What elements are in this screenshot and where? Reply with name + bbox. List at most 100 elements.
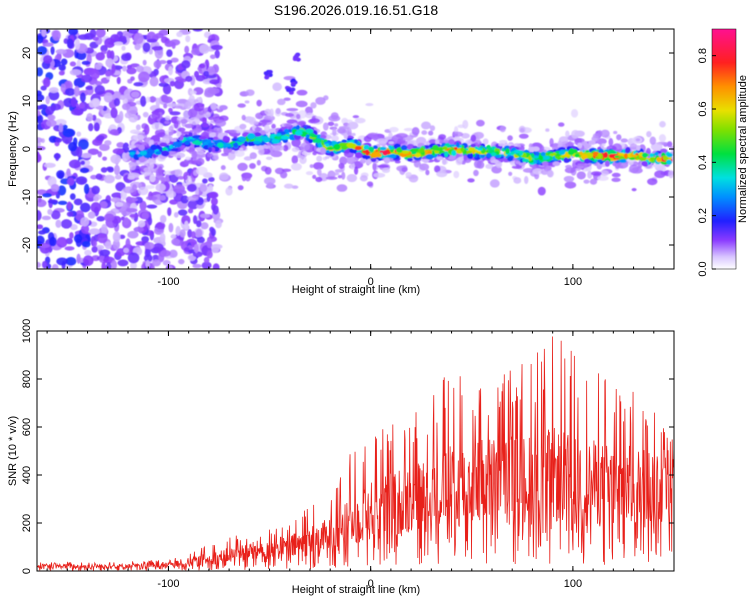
- spectrogram-ridge-blob: [468, 152, 474, 160]
- spectrogram-ridge-blob: [401, 150, 410, 154]
- spectrogram-halo-blob: [359, 175, 368, 182]
- spectrogram-ridge-blob: [159, 142, 168, 147]
- spectrogram-halo-blob: [608, 137, 614, 147]
- spectrogram-noise-blob: [163, 96, 173, 104]
- spectrogram-ridge-blob: [295, 124, 300, 130]
- spectrogram-halo-blob: [558, 122, 565, 127]
- spectrogram-noise-blob: [103, 92, 113, 103]
- spectrogram-halo-blob: [334, 123, 339, 127]
- spectrogram-noise-blob: [64, 246, 75, 251]
- spectrogram-ridge-blob: [455, 141, 460, 148]
- spectrogram-noise-blob: [76, 253, 81, 264]
- spectrogram-noise-blob: [187, 183, 197, 192]
- spectrogram-halo-blob: [165, 190, 177, 199]
- spectrogram-halo-blob: [210, 102, 217, 111]
- spectrogram-noise-blob: [113, 164, 120, 176]
- spectrogram-ridge-blob: [173, 141, 179, 147]
- spectrogram-ridge-blob: [563, 157, 570, 163]
- spectrogram-noise-blob: [76, 131, 82, 137]
- spectrogram-halo-blob: [174, 169, 183, 178]
- spectrogram-halo-blob: [283, 97, 291, 101]
- spectrogram-halo-blob: [291, 147, 300, 153]
- spectrogram-halo-blob: [597, 130, 603, 137]
- spectrogram-ridge-blob: [530, 146, 536, 152]
- spectrogram-noise-blob: [84, 249, 92, 256]
- spectrogram-noise-blob: [109, 128, 119, 136]
- spectrogram-halo-blob: [177, 127, 186, 133]
- spectrogram-halo-blob: [211, 155, 219, 161]
- spectrogram-halo-blob: [277, 98, 286, 106]
- spectrogram-noise-blob: [141, 236, 150, 243]
- spectrogram-halo-blob: [508, 171, 513, 176]
- spectrogram-halo-blob: [219, 172, 229, 181]
- spectrogram-noise-blob: [73, 198, 83, 206]
- spectrogram-halo-blob: [372, 162, 377, 171]
- spectrogram-halo-blob: [658, 134, 667, 143]
- spectrogram-halo-blob: [583, 179, 590, 184]
- spectrogram-halo-blob: [157, 177, 170, 182]
- spectrogram-halo-blob: [151, 122, 164, 131]
- spectrogram-noise-blob: [167, 265, 173, 269]
- spectrogram-noise-blob: [192, 29, 203, 32]
- spectrogram-halo-blob: [197, 150, 205, 155]
- spectrogram-noise-blob: [181, 60, 191, 69]
- spectrogram-halo-blob: [336, 184, 348, 192]
- spectrogram-halo-blob: [275, 107, 281, 115]
- spectrogram-halo-blob: [165, 115, 171, 121]
- spectrogram-noise-blob: [185, 35, 191, 43]
- spectrogram-noise-blob: [42, 54, 53, 64]
- spectrogram-ridge-blob: [382, 150, 388, 156]
- spectrogram-noise-blob: [130, 91, 140, 98]
- spectrogram-noise-blob: [51, 103, 62, 111]
- spectrogram-ridge-blob: [533, 160, 538, 165]
- spectrogram-noise-blob: [130, 76, 135, 81]
- spectrogram-halo-blob: [220, 165, 226, 171]
- spectrogram-halo-blob: [221, 153, 229, 157]
- spectrogram-halo-blob: [341, 171, 346, 180]
- spectrogram-noise-blob: [191, 48, 201, 56]
- spectrogram-x-axis-title: Height of straight line (km): [292, 284, 420, 296]
- spectrogram-halo-blob: [403, 127, 414, 132]
- spectrogram-noise-blob: [170, 57, 179, 63]
- spectrogram-halo-blob: [309, 164, 314, 168]
- spectrogram-halo-blob: [540, 169, 549, 175]
- spectrogram-halo-blob: [315, 176, 323, 183]
- spectrogram-ridge-blob: [444, 150, 449, 158]
- spectrogram-ridge-blob: [476, 147, 483, 151]
- spectrogram-ridge-blob: [170, 148, 179, 152]
- spectrogram-halo-blob: [272, 145, 285, 151]
- spectrogram-halo-blob: [186, 195, 199, 202]
- spectrogram-noise-blob: [167, 207, 172, 217]
- spectrogram-halo-blob: [571, 129, 580, 139]
- spectrogram-noise-blob: [148, 96, 157, 103]
- spectrogram-noise-blob: [87, 211, 96, 219]
- spectrogram-ridge-blob: [152, 154, 157, 159]
- spectrogram-ridge-blob: [470, 143, 476, 148]
- spectrogram-halo-blob: [296, 113, 301, 120]
- spectrogram-noise-blob: [179, 229, 186, 238]
- spectrogram-noise-blob: [125, 238, 131, 250]
- spectrogram-noise-blob: [187, 199, 200, 210]
- spectrogram-noise-blob: [123, 217, 129, 226]
- spectrogram-noise-blob: [100, 167, 108, 173]
- spectrogram-noise-blob: [133, 82, 144, 87]
- spectrogram-halo-blob: [365, 103, 374, 107]
- spectrogram-noise-blob: [73, 234, 83, 243]
- spectrogram-ridge-blob: [510, 151, 515, 156]
- spectrogram-ridge-blob: [490, 152, 497, 157]
- spectrogram-noise-blob: [101, 261, 107, 269]
- spectrogram-noise-blob: [169, 249, 178, 258]
- colorbar-tick-label: 0.0: [697, 261, 709, 276]
- spectrogram-halo-blob: [312, 174, 317, 179]
- spectrogram-ridge-blob: [495, 154, 501, 158]
- spectrogram-halo-blob: [322, 122, 329, 131]
- spectrogram-ridge-blob: [355, 152, 363, 159]
- spectrogram-noise-blob: [154, 199, 161, 206]
- spectrogram-noise-blob: [114, 174, 122, 180]
- spectrogram-ridge-blob: [138, 144, 145, 151]
- spectrogram-halo-blob: [243, 156, 253, 161]
- spectrogram-noise-blob: [215, 220, 222, 229]
- spectrogram-ridge-blob: [213, 136, 219, 141]
- spectrogram-ridge-blob: [414, 152, 421, 158]
- spectrogram-halo-blob: [576, 163, 588, 169]
